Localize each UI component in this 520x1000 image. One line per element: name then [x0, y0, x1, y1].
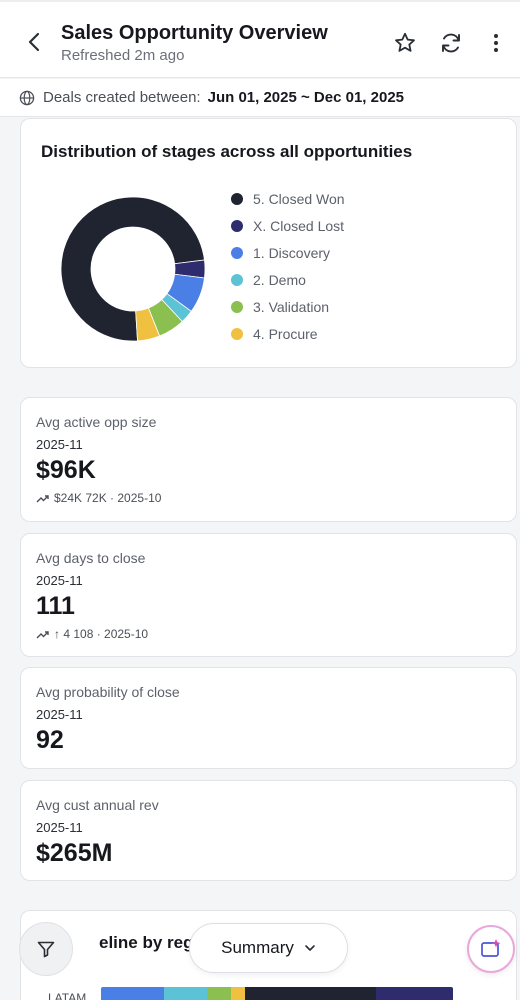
legend-swatch [231, 327, 243, 340]
kpi-label: Avg active opp size [36, 414, 157, 430]
region-bar-segment[interactable] [164, 987, 207, 1000]
region-bar-segment[interactable] [231, 987, 246, 1000]
kpi-trend: ↑ 4 108 · 2025-10 [36, 627, 148, 641]
date-filter-label: Deals created between: [43, 89, 201, 106]
trend-up-icon [36, 630, 49, 638]
refresh-button[interactable] [438, 30, 464, 56]
kpi-value: 111 [36, 592, 75, 620]
kpi-card-avg-days-to-close[interactable]: Avg days to close 2025-11 111 ↑ 4 108 · … [20, 533, 517, 657]
stage-legend: 5. Closed Won X. Closed Lost 1. Discovery 2… [231, 185, 345, 347]
kpi-label: Avg days to close [36, 550, 146, 566]
more-vertical-icon [494, 34, 498, 52]
kpi-trend: $24K 72K · 2025-10 [36, 491, 161, 505]
kpi-label: Avg cust annual rev [36, 797, 159, 813]
kpi-card-avg-opp-size[interactable]: Avg active opp size 2025-11 $96K $24K 72… [20, 397, 517, 522]
summary-dropdown[interactable]: Summary [189, 923, 348, 973]
chevron-left-icon [28, 32, 40, 52]
star-icon [395, 32, 415, 52]
legend-swatch [231, 246, 243, 259]
app-header: Sales Opportunity Overview Refreshed 2m … [0, 0, 520, 78]
legend-swatch [231, 273, 243, 286]
donut-slice-5-closed-won[interactable] [60, 196, 205, 342]
legend-label: X. Closed Lost [253, 217, 345, 234]
legend-label: 2. Demo [253, 271, 306, 288]
kpi-period: 2025-11 [36, 707, 83, 722]
filter-icon [37, 941, 55, 958]
region-bar-segment[interactable] [101, 987, 165, 1000]
kpi-value: $96K [36, 456, 96, 484]
legend-item[interactable]: 5. Closed Won [231, 185, 345, 212]
legend-label: 3. Validation [253, 298, 330, 315]
region-bar-segment[interactable] [375, 987, 453, 1000]
favorite-button[interactable] [392, 30, 418, 56]
refresh-icon [442, 33, 460, 53]
region-row-label: LATAM [48, 991, 87, 1000]
ai-sparkle-icon [481, 939, 501, 957]
kpi-period: 2025-11 [36, 573, 83, 588]
kpi-period: 2025-11 [36, 820, 83, 835]
kpi-trend-text: ↑ 4 108 · 2025-10 [54, 627, 149, 641]
stage-chart-title: Distribution of stages across all opport… [41, 142, 413, 161]
legend-swatch [231, 219, 243, 232]
legend-item[interactable]: 2. Demo [231, 266, 345, 293]
donut-slice-4-procure[interactable] [135, 307, 161, 342]
kpi-card-avg-cust-rev[interactable]: Avg cust annual rev 2025-11 $265M [20, 780, 517, 881]
legend-swatch [231, 192, 243, 205]
legend-item[interactable]: 3. Validation [231, 293, 345, 320]
stage-distribution-card: Distribution of stages across all opport… [20, 118, 517, 368]
legend-label: 1. Discovery [253, 244, 331, 261]
chevron-down-icon [304, 944, 316, 952]
back-button[interactable] [20, 28, 48, 56]
refresh-status: Refreshed 2m ago [61, 47, 185, 64]
kpi-period: 2025-11 [36, 437, 83, 452]
region-bar-segment[interactable] [206, 987, 232, 1000]
legend-label: 4. Procure [253, 325, 318, 342]
legend-item[interactable]: 1. Discovery [231, 239, 345, 266]
region-bar-segment[interactable] [245, 987, 376, 1000]
date-filter-bar[interactable]: Deals created between: Jun 01, 2025 ~ De… [0, 79, 520, 117]
legend-item[interactable]: 4. Procure [231, 320, 345, 347]
kpi-label: Avg probability of close [36, 684, 180, 700]
date-filter-value: Jun 01, 2025 ~ Dec 01, 2025 [207, 89, 405, 106]
stage-donut-chart [60, 196, 206, 342]
region-stacked-bar [101, 987, 453, 1000]
globe-icon [19, 90, 35, 105]
summary-label: Summary [221, 938, 294, 957]
filter-button[interactable] [19, 922, 73, 976]
legend-label: 5. Closed Won [253, 190, 345, 207]
legend-swatch [231, 300, 243, 313]
kpi-card-avg-probability[interactable]: Avg probability of close 2025-11 92 [20, 667, 517, 769]
more-options-button[interactable] [483, 30, 509, 56]
region-chart-title: eline by region [99, 933, 219, 952]
page-title: Sales Opportunity Overview [61, 22, 328, 44]
kpi-trend-text: $24K 72K · 2025-10 [54, 491, 162, 505]
legend-item[interactable]: X. Closed Lost [231, 212, 345, 239]
kpi-value: $265M [36, 839, 113, 867]
ai-assistant-button[interactable] [467, 925, 515, 973]
kpi-value: 92 [36, 726, 64, 754]
trend-up-icon [36, 494, 49, 502]
